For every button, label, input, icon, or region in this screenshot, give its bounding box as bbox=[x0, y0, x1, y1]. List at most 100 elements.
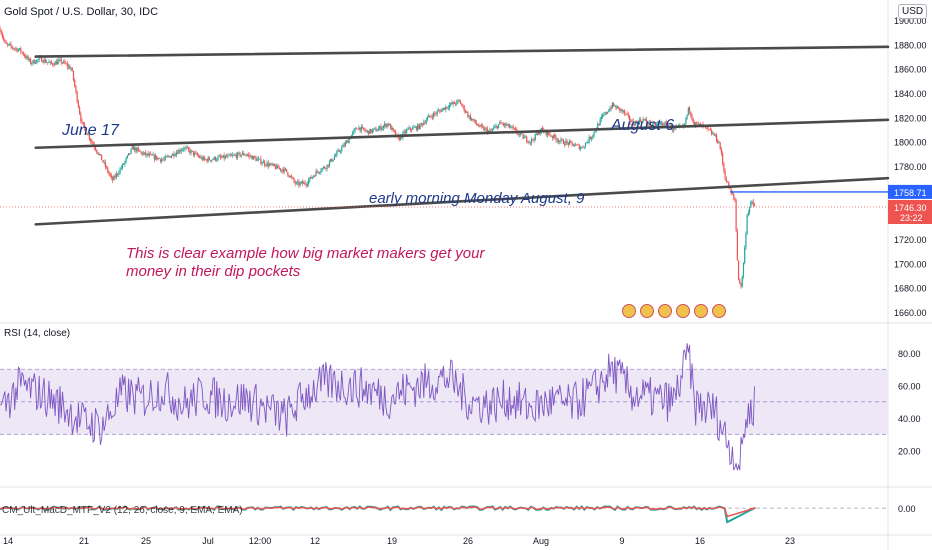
candle-body bbox=[375, 128, 377, 132]
annotation-text: money in their dip pockets bbox=[126, 263, 301, 280]
candle-body bbox=[736, 230, 738, 261]
candle-body bbox=[613, 102, 615, 107]
candle-body bbox=[708, 128, 710, 130]
candle-body bbox=[651, 125, 653, 127]
candle-body bbox=[81, 121, 83, 123]
candle-body bbox=[597, 123, 599, 129]
macd-signal-line bbox=[0, 506, 756, 518]
candle-body bbox=[86, 132, 88, 135]
candle-body bbox=[370, 129, 372, 133]
candle-body bbox=[212, 159, 214, 161]
candle-body bbox=[283, 168, 285, 173]
candle-body bbox=[157, 158, 159, 160]
macd-lines bbox=[0, 505, 756, 524]
time-tick-label: 21 bbox=[79, 536, 89, 546]
candle-body bbox=[3, 37, 5, 40]
earnings-badge-icon[interactable] bbox=[658, 304, 672, 318]
rsi-series bbox=[0, 343, 755, 471]
candle-body bbox=[714, 134, 716, 136]
earnings-badge-icon[interactable] bbox=[622, 304, 636, 318]
candle-body bbox=[673, 127, 675, 131]
candle-body bbox=[71, 68, 73, 71]
price-tick-label: 1900.00 bbox=[894, 16, 927, 26]
candle-body bbox=[557, 140, 560, 142]
candle-body bbox=[537, 131, 539, 135]
candle-body bbox=[546, 131, 549, 136]
candle-body bbox=[338, 150, 340, 152]
symbol-title[interactable]: Gold Spot / U.S. Dollar, 30, IDC bbox=[4, 6, 159, 18]
time-axis[interactable]: 14 21 25 Jul 12:00 12 19 26 Aug 9 16 23 bbox=[3, 536, 795, 546]
candle-body bbox=[371, 129, 373, 133]
candle-body bbox=[270, 163, 272, 165]
candle-body bbox=[178, 149, 180, 154]
candle-body bbox=[243, 152, 245, 156]
candle-body bbox=[594, 130, 596, 132]
price-axis[interactable]: 1900.00 1880.00 1860.00 1840.00 1820.00 1800.… bbox=[888, 16, 932, 514]
price-tick-label: 1800.00 bbox=[894, 138, 927, 148]
candle-body bbox=[506, 125, 508, 127]
candle-body bbox=[435, 113, 437, 115]
candle-body bbox=[717, 140, 719, 143]
candle-body bbox=[75, 86, 77, 92]
candle-body bbox=[194, 152, 196, 156]
candle-body bbox=[491, 129, 493, 131]
candle-body bbox=[562, 139, 565, 145]
candle-body bbox=[499, 121, 501, 125]
candle-body bbox=[637, 121, 639, 124]
candle-body bbox=[72, 70, 75, 80]
candle-body bbox=[252, 156, 255, 160]
candle-body bbox=[219, 156, 222, 158]
candle-body bbox=[158, 158, 160, 159]
candle-body bbox=[734, 197, 736, 201]
event-badges[interactable] bbox=[622, 304, 726, 318]
macd-title[interactable]: CM_Ult_MacD_MTF_V2 (12, 26, close, 9, EM… bbox=[2, 505, 243, 516]
candle-body bbox=[662, 123, 664, 125]
candle-body bbox=[600, 116, 602, 120]
candle-body bbox=[565, 140, 567, 145]
candle-body bbox=[368, 130, 370, 135]
candle-body bbox=[490, 130, 492, 132]
candle-body bbox=[312, 175, 315, 177]
candle-body bbox=[364, 129, 366, 131]
candle-body bbox=[250, 156, 252, 157]
candle-body bbox=[550, 135, 552, 137]
candle-body bbox=[407, 128, 409, 130]
earnings-badge-icon[interactable] bbox=[640, 304, 654, 318]
candle-body bbox=[724, 171, 726, 179]
candle-body bbox=[423, 122, 425, 125]
candle-body bbox=[752, 201, 754, 205]
time-tick-label: 14 bbox=[3, 536, 13, 546]
candle-body bbox=[611, 102, 614, 109]
candle-body bbox=[663, 124, 665, 126]
candle-body bbox=[385, 123, 387, 127]
candle-body bbox=[128, 153, 130, 156]
candle-body bbox=[228, 154, 230, 156]
candle-body bbox=[290, 175, 293, 178]
earnings-badge-icon[interactable] bbox=[676, 304, 690, 318]
candle-body bbox=[251, 156, 253, 160]
candle-body bbox=[501, 123, 503, 125]
candle-body bbox=[621, 109, 623, 112]
currency-button[interactable]: USD bbox=[898, 4, 928, 19]
candle-body bbox=[49, 61, 51, 63]
candle-body bbox=[577, 144, 579, 146]
candle-body bbox=[513, 128, 516, 129]
candle-body bbox=[201, 156, 203, 160]
candle-body bbox=[88, 134, 91, 140]
candle-body bbox=[549, 134, 551, 136]
candle-body bbox=[139, 149, 141, 152]
rsi-title[interactable]: RSI (14, close) bbox=[4, 328, 71, 339]
candle-body bbox=[234, 154, 236, 156]
candle-body bbox=[387, 123, 389, 126]
price-tick-label: 1840.00 bbox=[894, 89, 927, 99]
candle-body bbox=[14, 48, 16, 50]
earnings-badge-icon[interactable] bbox=[694, 304, 708, 318]
candle-body bbox=[48, 62, 50, 64]
candle-body bbox=[517, 133, 519, 135]
candle-body bbox=[183, 148, 185, 150]
earnings-badge-icon[interactable] bbox=[712, 304, 726, 318]
candle-body bbox=[421, 123, 424, 125]
candle-body bbox=[444, 107, 446, 110]
candle-body bbox=[462, 105, 464, 107]
